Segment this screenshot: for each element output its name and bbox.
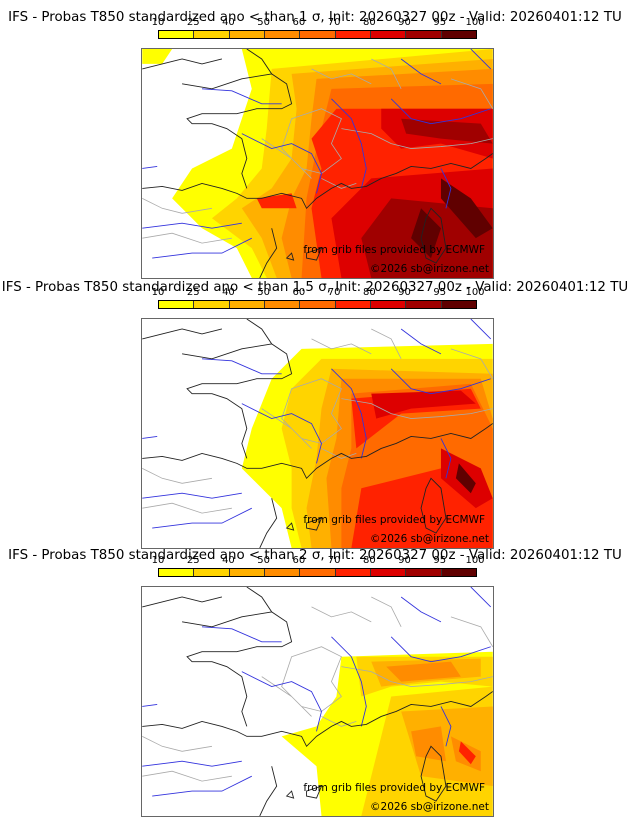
source-credit: from grib files provided by ECMWF	[303, 244, 485, 256]
colorbar-tick-label: 10	[151, 555, 165, 566]
colorbar-tick-label: 50	[257, 555, 271, 566]
colorbar-tick-label: 25	[186, 17, 200, 28]
colorbar-tick-label: 60	[292, 555, 306, 566]
colorbar-tick-label: 95	[433, 17, 447, 28]
colorbar-segment	[441, 31, 476, 38]
colorbar-segment	[406, 31, 442, 38]
colorbar-ticks: 10 25 40 50 60 70 80 90 95 100	[152, 555, 485, 567]
source-credit: from grib files provided by ECMWF	[303, 514, 485, 526]
coastline	[142, 49, 493, 278]
colorbar-tick-label: 60	[292, 17, 306, 28]
colorbar-tick-label: 10	[151, 287, 165, 298]
colorbar-segment	[441, 569, 476, 576]
colorbar-segment	[300, 301, 336, 308]
colorbar-segment	[159, 31, 195, 38]
colorbar-segment	[194, 569, 230, 576]
colorbar-tick-label: 40	[222, 17, 235, 28]
probability-contour-50	[386, 661, 481, 772]
panel-2sigma: IFS - Probas T850 standardized ano < tha…	[0, 548, 630, 818]
colorbar-tick-label: 90	[398, 287, 411, 298]
source-credit: from grib files provided by ECMWF	[303, 782, 485, 794]
coastline	[142, 319, 493, 548]
colorbar-tick-label: 90	[398, 17, 411, 28]
colorbar	[158, 568, 477, 577]
panel-title: IFS - Probas T850 standardized ano < tha…	[1, 280, 629, 295]
colorbar-ticks: 10 25 40 50 60 70 80 90 95 100	[152, 287, 485, 299]
colorbar-tick-label: 100	[465, 555, 485, 566]
colorbar-tick-label: 60	[292, 287, 306, 298]
copyright-credit: ©2026 sb@irizone.net	[370, 263, 489, 275]
probability-contour-70	[351, 388, 493, 548]
colorbar-ticks: 10 25 40 50 60 70 80 90 95 100	[152, 17, 485, 29]
colorbar-segment	[229, 31, 265, 38]
colorbar-segment	[335, 569, 371, 576]
coastline	[142, 587, 493, 816]
colorbar-tick-label: 95	[433, 287, 447, 298]
colorbar-tick-label: 25	[186, 287, 200, 298]
colorbar-segment	[159, 569, 195, 576]
colorbar-segment	[264, 31, 301, 38]
colorbar-tick-label: 40	[222, 555, 235, 566]
colorbar-tick-label: 10	[151, 17, 165, 28]
panel-1sigma: IFS - Probas T850 standardized ano < tha…	[0, 10, 630, 280]
probability-map: from grib files provided by ECMWF ©2026 …	[141, 586, 494, 817]
rivers	[142, 319, 492, 529]
colorbar-segment	[194, 301, 230, 308]
panel-1-5sigma: IFS - Probas T850 standardized ano < tha…	[0, 280, 630, 550]
panel-title: IFS - Probas T850 standardized ano < tha…	[8, 548, 622, 563]
colorbar-segment	[229, 301, 265, 308]
colorbar-segment	[406, 301, 442, 308]
colorbar-tick-label: 80	[362, 555, 376, 566]
colorbar	[158, 300, 477, 309]
probability-contour-95	[411, 178, 493, 259]
colorbar-tick-label: 100	[465, 17, 485, 28]
colorbar-segment	[229, 569, 265, 576]
colorbar-segment	[159, 301, 195, 308]
colorbar-segment	[370, 31, 407, 38]
map-svg	[142, 587, 493, 816]
colorbar-segment	[441, 301, 476, 308]
rivers	[142, 587, 492, 797]
probability-map: from grib files provided by ECMWF ©2026 …	[141, 48, 494, 279]
colorbar-segment	[300, 569, 336, 576]
colorbar	[158, 30, 477, 39]
colorbar-segment	[264, 569, 301, 576]
probability-contour-70	[458, 741, 476, 765]
probability-contour-95	[455, 463, 476, 494]
colorbar-segment	[335, 31, 371, 38]
copyright-credit: ©2026 sb@irizone.net	[370, 533, 489, 545]
colorbar-segment	[370, 569, 407, 576]
colorbar-segment	[194, 31, 230, 38]
probability-map: from grib files provided by ECMWF ©2026 …	[141, 318, 494, 549]
colorbar-tick-label: 40	[222, 287, 235, 298]
colorbar-segment	[370, 301, 407, 308]
colorbar-segment	[264, 301, 301, 308]
colorbar-segment	[335, 301, 371, 308]
colorbar-segment	[406, 569, 442, 576]
colorbar-tick-label: 90	[398, 555, 411, 566]
colorbar-tick-label: 80	[362, 17, 376, 28]
rivers	[142, 49, 492, 259]
panel-title: IFS - Probas T850 standardized ano < tha…	[8, 10, 622, 25]
colorbar-segment	[300, 31, 336, 38]
colorbar-tick-label: 95	[433, 555, 447, 566]
admin-borders	[142, 328, 493, 514]
colorbar-tick-label: 70	[327, 17, 341, 28]
colorbar-tick-label: 50	[257, 17, 271, 28]
admin-borders	[142, 58, 493, 244]
probability-contour-90	[361, 118, 493, 278]
map-svg	[142, 319, 493, 548]
colorbar-tick-label: 70	[327, 555, 341, 566]
colorbar-tick-label: 80	[362, 287, 376, 298]
colorbar-tick-label: 50	[257, 287, 271, 298]
copyright-credit: ©2026 sb@irizone.net	[370, 801, 489, 813]
admin-borders	[142, 596, 493, 782]
colorbar-tick-label: 70	[327, 287, 341, 298]
colorbar-tick-label: 25	[186, 555, 200, 566]
map-svg	[142, 49, 493, 278]
colorbar-tick-label: 100	[465, 287, 485, 298]
